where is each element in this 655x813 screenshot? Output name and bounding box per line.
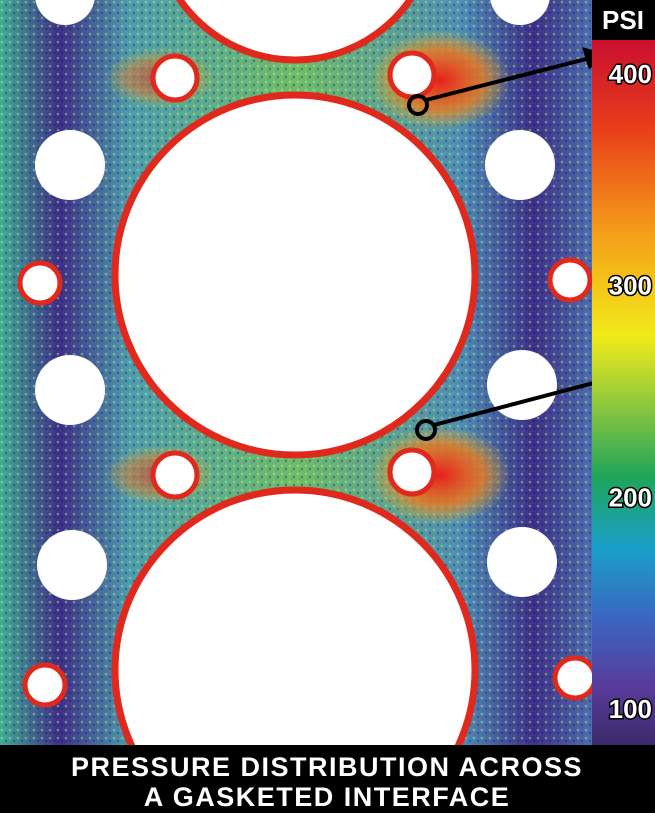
colorbar-tick-label: 200 <box>609 482 652 512</box>
colorbar-tick-label: 100 <box>609 694 652 724</box>
colorbar-tick-label: 400 <box>609 59 652 89</box>
caption-line: A GASKETED INTERFACE <box>144 782 511 812</box>
colorbar-tick-label: 300 <box>609 271 652 301</box>
caption-line: PRESSURE DISTRIBUTION ACROSS <box>71 752 583 782</box>
colorbar <box>592 40 655 745</box>
figure: PSI PRESSURE DISTRIBUTION ACROSS A GASKE… <box>0 0 655 813</box>
pressure-map: PSI PRESSURE DISTRIBUTION ACROSS A GASKE… <box>0 0 655 813</box>
colorbar-label: PSI <box>602 5 644 35</box>
